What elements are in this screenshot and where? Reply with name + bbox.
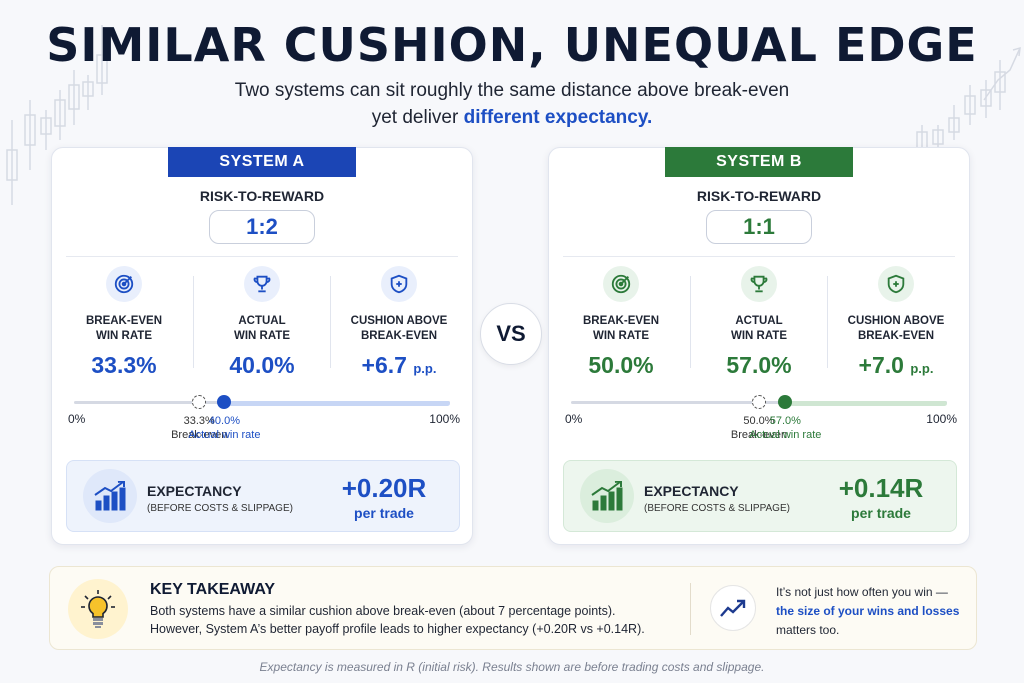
divider — [193, 276, 194, 368]
subtitle-prefix: yet deliver — [371, 107, 459, 128]
metric-label: CUSHION ABOVE BREAK-EVEN — [350, 315, 448, 342]
actual-value: 57.0% — [726, 352, 792, 378]
risk-reward-value: 1:2 — [209, 210, 315, 244]
subtitle-line-1: Two systems can sit roughly the same dis… — [234, 80, 790, 101]
win-rate-scale: 0% 100% 33.3% Break-even 40.0% Actual win … — [68, 395, 460, 448]
expectancy-title: EXPECTANCY — [147, 483, 242, 499]
breakeven-value: 33.3% — [91, 352, 157, 378]
cushion-value: +7.0 p.p. — [858, 352, 934, 378]
breakeven-marker — [192, 395, 207, 409]
shield-plus-icon — [878, 266, 914, 302]
target-icon — [603, 266, 639, 302]
divider — [563, 256, 955, 257]
metric-label: BREAK-EVEN WIN RATE — [582, 315, 660, 342]
actual-metric: ACTUAL WIN RATE 57.0% — [691, 266, 827, 379]
metric-label: ACTUAL WIN RATE — [730, 315, 787, 342]
system-b-tag: SYSTEM B — [665, 147, 853, 177]
actual-marker-label: 57.0% Actual win rate — [749, 415, 822, 441]
takeaway-line-2: However, System A’s better payoff profil… — [150, 622, 645, 636]
takeaway-right-line-1: It’s not just how often you win — — [776, 585, 948, 599]
system-b-card: SYSTEM B RISK-TO-REWARD 1:1 BREAK-EVEN WI… — [548, 147, 970, 545]
cushion-value: +6.7 p.p. — [361, 352, 437, 378]
scale-max-label: 100% — [429, 412, 460, 426]
vs-badge: VS — [480, 303, 542, 365]
breakeven-marker-label: 50.0% Break-even — [730, 415, 788, 441]
expectancy-panel: EXPECTANCY (BEFORE COSTS & SLIPPAGE) +0.… — [66, 460, 460, 532]
expectancy-subtitle: (BEFORE COSTS & SLIPPAGE) — [644, 503, 790, 514]
divider — [827, 276, 828, 368]
actual-marker-label: 40.0% Actual win rate — [188, 415, 261, 441]
system-a-card: SYSTEM A RISK-TO-REWARD 1:2 BREAK-EVEN WI… — [51, 147, 473, 545]
footnote: Expectancy is measured in R (initial ris… — [259, 660, 765, 674]
breakeven-value: 50.0% — [588, 352, 654, 378]
takeaway-right-line-3: matters too. — [776, 623, 840, 637]
risk-reward-label: RISK-TO-REWARD — [696, 188, 822, 204]
trophy-icon — [244, 266, 280, 302]
risk-reward-label: RISK-TO-REWARD — [199, 188, 325, 204]
expectancy-title: EXPECTANCY — [644, 483, 739, 499]
breakeven-marker — [752, 395, 766, 409]
scale-fill — [785, 401, 947, 406]
divider — [330, 276, 331, 368]
per-trade-label: per trade — [354, 505, 414, 521]
cushion-metric: CUSHION ABOVE BREAK-EVEN +7.0 p.p. — [828, 266, 964, 379]
system-a-tag: SYSTEM A — [168, 147, 356, 177]
page-title: SIMILAR CUSHION, UNEQUAL EDGE — [46, 18, 978, 72]
risk-reward-value: 1:1 — [706, 210, 812, 244]
takeaway-right-line-2: the size of your wins and losses — [776, 604, 960, 618]
actual-metric: ACTUAL WIN RATE 40.0% — [194, 266, 330, 379]
key-takeaway-panel: KEY TAKEAWAY Both systems have a similar… — [49, 566, 977, 650]
win-rate-scale: 0% 100% 50.0% Break-even 57.0% Actual win … — [565, 395, 957, 448]
divider — [690, 276, 691, 368]
bar-chart-up-icon — [83, 469, 137, 523]
per-trade-label: per trade — [851, 505, 911, 521]
scale-min-label: 0% — [68, 412, 86, 426]
target-icon — [106, 266, 142, 302]
metric-label: ACTUAL WIN RATE — [233, 315, 290, 342]
divider — [66, 256, 458, 257]
cushion-metric: CUSHION ABOVE BREAK-EVEN +6.7 p.p. — [331, 266, 467, 379]
divider — [690, 583, 691, 635]
subtitle-highlight: different expectancy. — [463, 107, 653, 128]
subtitle-line-2: yet deliver different expectancy. — [0, 104, 1024, 131]
expectancy-subtitle: (BEFORE COSTS & SLIPPAGE) — [147, 503, 293, 514]
expectancy-panel: EXPECTANCY (BEFORE COSTS & SLIPPAGE) +0.… — [563, 460, 957, 532]
takeaway-line-1: Both systems have a similar cushion abov… — [150, 604, 616, 618]
breakeven-metric: BREAK-EVEN WIN RATE 50.0% — [553, 266, 689, 379]
scale-max-label: 100% — [926, 412, 957, 426]
breakeven-metric: BREAK-EVEN WIN RATE 33.3% — [56, 266, 192, 379]
page-subtitle: Two systems can sit roughly the same dis… — [0, 77, 1024, 131]
scale-fill — [224, 401, 450, 406]
lightbulb-icon — [68, 579, 128, 639]
shield-plus-icon — [381, 266, 417, 302]
scale-min-label: 0% — [565, 412, 583, 426]
decorative-candles-left — [6, 25, 108, 205]
actual-marker — [217, 395, 232, 409]
expectancy-value: +0.20R — [341, 473, 427, 503]
takeaway-title: KEY TAKEAWAY — [150, 581, 276, 598]
actual-value: 40.0% — [229, 352, 295, 378]
bar-chart-up-icon — [580, 469, 634, 523]
expectancy-value: +0.14R — [838, 473, 924, 503]
metric-label: CUSHION ABOVE BREAK-EVEN — [847, 315, 945, 342]
trend-up-icon — [710, 585, 756, 631]
actual-marker — [778, 395, 793, 409]
decorative-candles-right — [916, 46, 1021, 155]
metric-label: BREAK-EVEN WIN RATE — [85, 315, 163, 342]
breakeven-marker-label: 33.3% Break-even — [171, 415, 228, 441]
trophy-icon — [741, 266, 777, 302]
